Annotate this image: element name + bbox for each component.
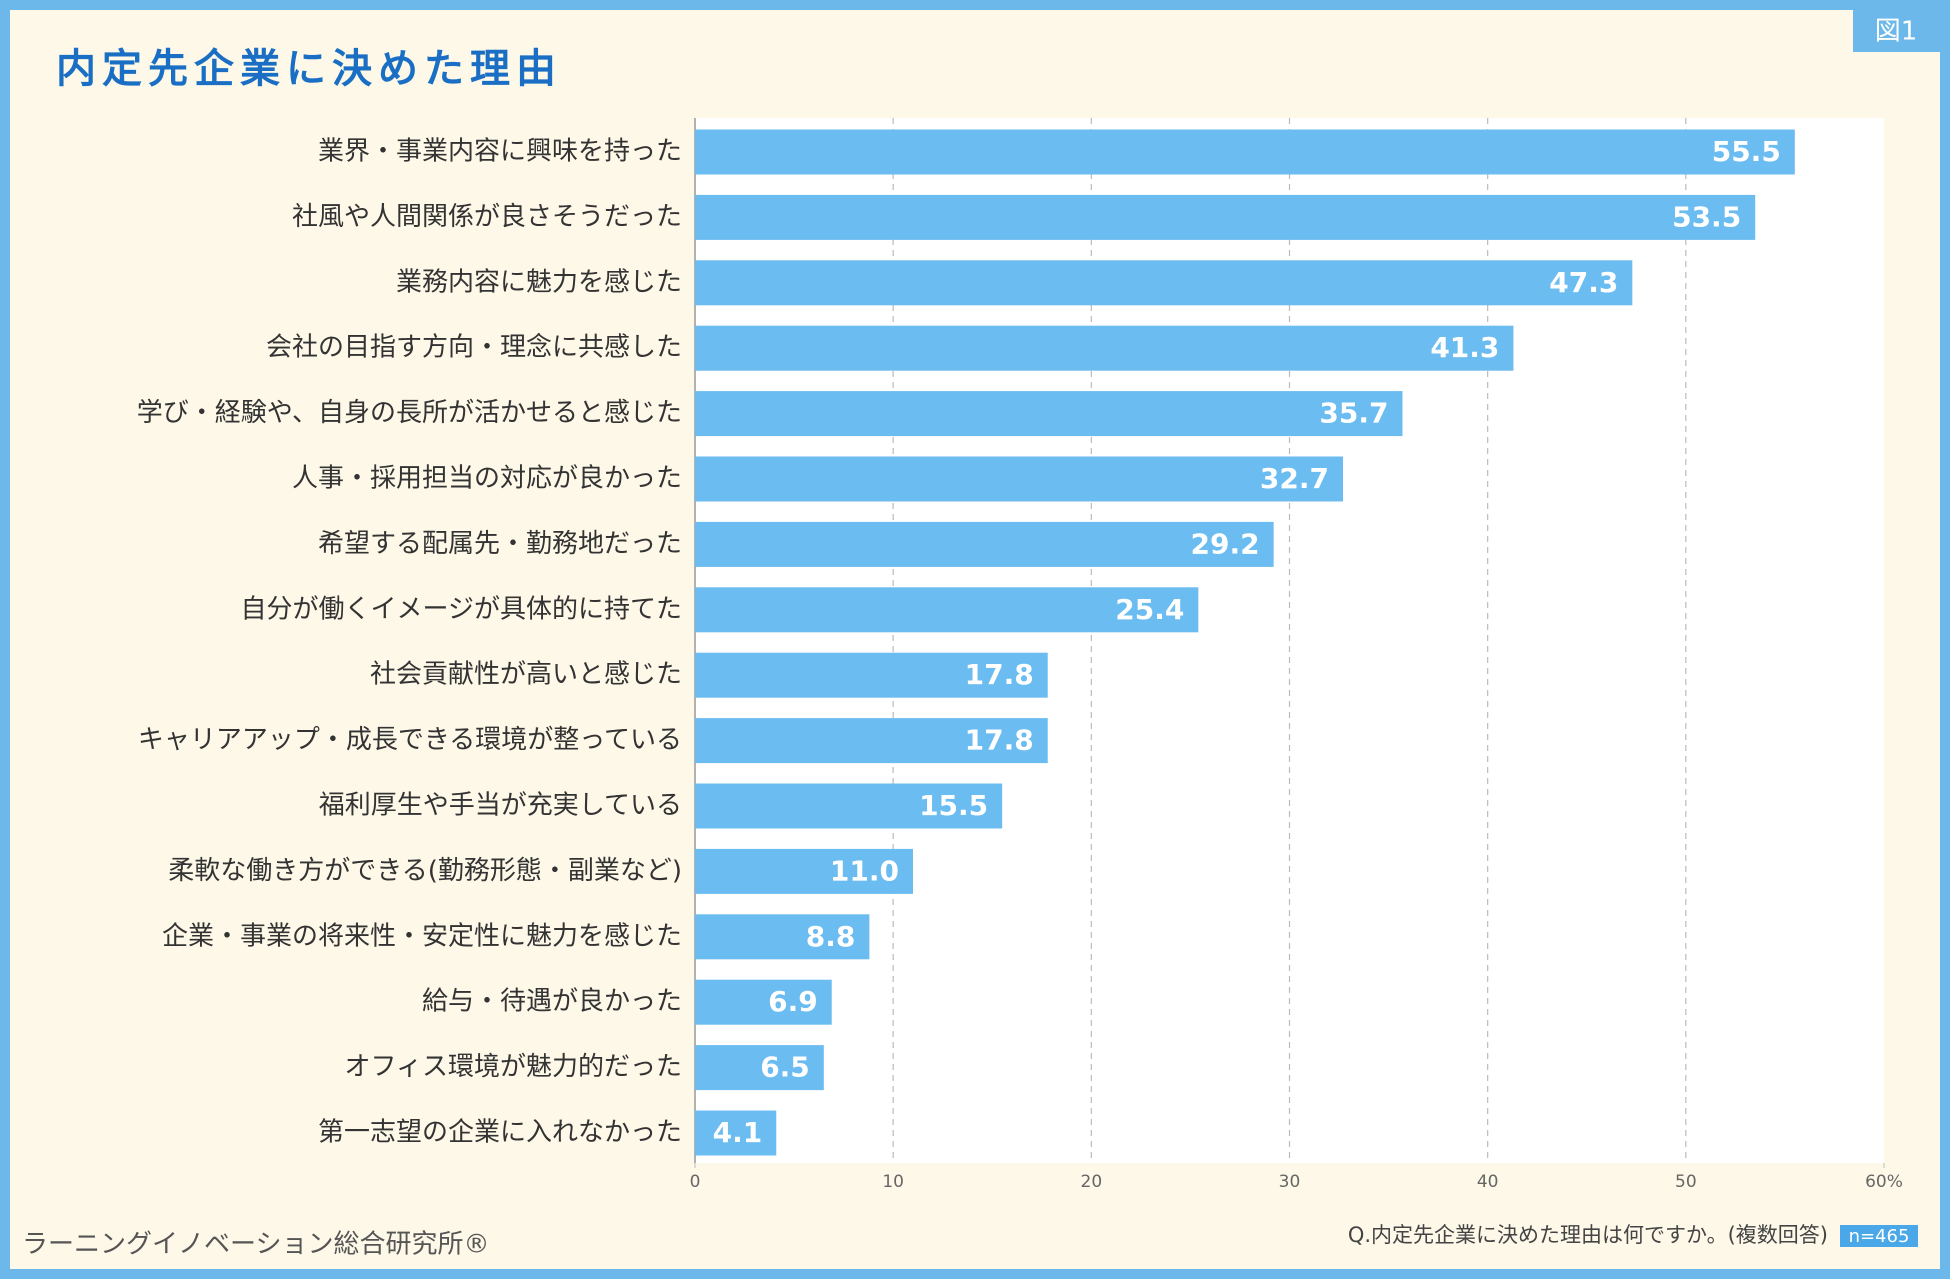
- value-label: 11.0: [830, 854, 899, 887]
- bar: [695, 718, 1048, 764]
- y-tick-label: 第一志望の企業に入れなかった: [318, 1118, 682, 1148]
- bar: [695, 1045, 824, 1091]
- y-tick-label: キャリアアップ・成長できる環境が整っている: [138, 725, 682, 755]
- source: ラーニングイノベーション総合研究所®: [22, 1230, 489, 1260]
- chart-title: 内定先企業に決めた理由: [56, 46, 562, 92]
- sample: n=465: [1849, 1226, 1910, 1247]
- bar: [695, 914, 870, 960]
- bar: [695, 979, 832, 1025]
- y-tick-label: オフィス環境が魅力的だった: [345, 1052, 682, 1082]
- x-tick-label: 50: [1675, 1172, 1697, 1192]
- y-tick-label: 希望する配属先・勤務地だった: [318, 529, 682, 559]
- bar: [695, 652, 1048, 698]
- bar: [695, 456, 1344, 502]
- x-tick-label: 40: [1477, 1172, 1499, 1192]
- y-tick-label: 業務内容に魅力を感じた: [396, 267, 682, 297]
- sample-box: [1840, 1225, 1918, 1247]
- y-tick-label: 企業・事業の将来性・安定性に魅力を感じた: [162, 921, 682, 951]
- value-label: 41.3: [1430, 331, 1499, 364]
- value-label: 53.5: [1672, 200, 1741, 233]
- value-label: 35.7: [1319, 397, 1388, 430]
- x-tick-label: 20: [1081, 1172, 1103, 1192]
- y-tick-label: 人事・採用担当の対応が良かった: [292, 464, 682, 494]
- value-label: 17.8: [965, 724, 1034, 757]
- x-tick-label: 60%: [1865, 1172, 1903, 1192]
- y-tick-label: 社会貢献性が高いと感じた: [370, 660, 682, 690]
- question: Q.内定先企業に決めた理由は何ですか。(複数回答): [1348, 1223, 1828, 1247]
- bar: [695, 783, 1003, 829]
- y-tick-label: 会社の目指す方向・理念に共感した: [266, 333, 682, 363]
- bar: [695, 325, 1514, 371]
- y-tick-label: 業界・事業内容に興味を持った: [318, 137, 682, 167]
- y-tick-label: 自分が働くイメージが具体的に持てた: [241, 594, 682, 624]
- value-label: 15.5: [919, 789, 988, 822]
- badge: 図1: [1875, 17, 1918, 47]
- x-tick-label: 30: [1279, 1172, 1301, 1192]
- value-label: 8.8: [806, 920, 856, 953]
- bar: [695, 129, 1795, 175]
- value-label: 6.9: [768, 985, 818, 1018]
- bar: [695, 260, 1633, 306]
- y-tick-label: 社風や人間関係が良さそうだった: [292, 202, 682, 232]
- value-label: 4.1: [713, 1116, 763, 1149]
- badge-box: [1853, 10, 1940, 52]
- bar: [695, 1110, 777, 1156]
- bar: [695, 194, 1756, 240]
- value-label: 55.5: [1712, 135, 1781, 168]
- value-label: 25.4: [1115, 593, 1184, 626]
- bar: [695, 521, 1274, 567]
- y-tick-label: 学び・経験や、自身の長所が活かせると感じた: [137, 398, 682, 428]
- y-tick-label: 柔軟な働き方ができる(勤務形態・副業など): [168, 856, 682, 886]
- y-tick-label: 福利厚生や手当が充実している: [319, 791, 682, 821]
- x-tick-label: 0: [690, 1172, 701, 1192]
- y-tick-label: 給与・待遇が良かった: [422, 987, 682, 1017]
- x-tick-label: 10: [882, 1172, 904, 1192]
- bar: [695, 587, 1199, 633]
- bar: [695, 391, 1403, 437]
- value-label: 17.8: [965, 658, 1034, 691]
- bar: [695, 848, 913, 894]
- value-label: 29.2: [1191, 527, 1260, 560]
- value-label: 6.5: [760, 1051, 810, 1084]
- value-label: 32.7: [1260, 462, 1329, 495]
- value-label: 47.3: [1549, 266, 1618, 299]
